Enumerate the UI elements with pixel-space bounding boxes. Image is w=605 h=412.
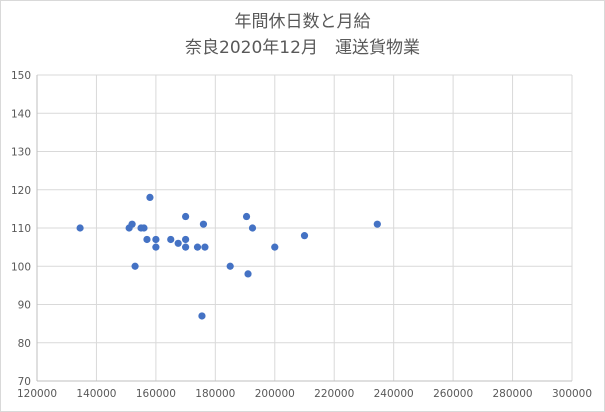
data-point xyxy=(271,243,279,251)
axes xyxy=(36,75,572,382)
y-tick-label: 130 xyxy=(11,147,31,159)
data-point xyxy=(131,262,139,270)
y-tick-label: 90 xyxy=(18,300,31,312)
data-point xyxy=(182,212,190,221)
x-tick-label: 240000 xyxy=(374,388,414,400)
data-point xyxy=(373,220,381,228)
x-tick-label: 220000 xyxy=(314,388,354,400)
y-tick-labels: 70 80 90 100 110 120 130 140 150 xyxy=(11,70,31,388)
x-tick-label: 260000 xyxy=(433,388,473,400)
y-tick-label: 110 xyxy=(11,223,31,235)
data-point xyxy=(167,235,175,244)
x-tick-label: 280000 xyxy=(493,388,533,400)
chart-title: 年間休日数と月給 xyxy=(234,12,371,32)
data-point xyxy=(182,235,190,244)
data-point xyxy=(146,193,154,201)
x-tick-label: 300000 xyxy=(552,388,592,400)
data-point xyxy=(226,262,234,270)
data-point xyxy=(174,239,182,247)
y-tick-label: 80 xyxy=(18,338,31,350)
data-point xyxy=(182,243,190,251)
x-tick-labels: 120000 140000 160000 180000 200000 220000 2400… xyxy=(17,388,592,400)
data-point xyxy=(128,220,136,228)
chart-subtitle: 奈良2020年12月 運送貨物業 xyxy=(185,38,420,58)
x-tick-label: 180000 xyxy=(195,388,235,400)
data-points xyxy=(76,193,381,320)
x-tick-label: 200000 xyxy=(255,388,295,400)
data-point xyxy=(242,212,251,221)
x-tick-label: 160000 xyxy=(136,388,176,400)
data-point xyxy=(76,224,84,232)
y-tick-label: 150 xyxy=(11,70,31,82)
x-tick-label: 140000 xyxy=(76,388,116,400)
data-point xyxy=(201,243,209,251)
data-point xyxy=(199,220,208,228)
data-point xyxy=(143,235,151,244)
gridlines xyxy=(36,74,573,382)
y-tick-label: 140 xyxy=(11,108,31,120)
y-tick-label: 70 xyxy=(18,376,31,388)
data-point xyxy=(152,235,160,244)
data-point xyxy=(193,243,202,251)
data-point xyxy=(248,224,257,232)
y-tick-label: 100 xyxy=(11,261,31,273)
data-point xyxy=(198,312,206,320)
data-point xyxy=(140,224,148,232)
data-point xyxy=(152,243,160,251)
y-tick-label: 120 xyxy=(11,185,31,197)
x-tick-label: 120000 xyxy=(17,388,57,400)
data-point xyxy=(244,270,252,278)
data-point xyxy=(300,232,309,240)
